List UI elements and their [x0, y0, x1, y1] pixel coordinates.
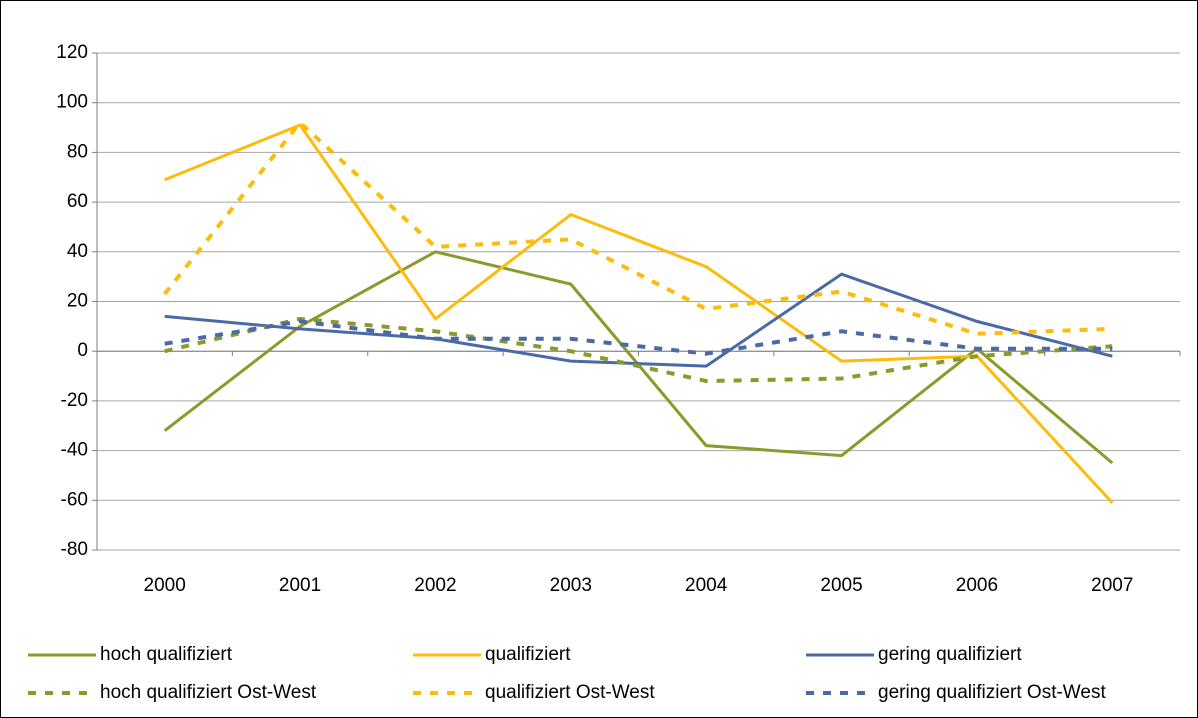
series-line — [164, 316, 1113, 384]
series-line — [163, 119, 1113, 336]
y-tick-label: 80 — [67, 141, 88, 162]
x-tick-label: 2001 — [279, 575, 321, 596]
legend-label: gering qualifiziert — [878, 644, 1022, 665]
y-tick-label: -40 — [61, 440, 88, 461]
x-tick-label: 2005 — [820, 575, 862, 596]
series-line — [164, 272, 1113, 368]
y-tick-label: 40 — [67, 241, 88, 262]
y-tick-label: -80 — [61, 539, 88, 560]
y-tick-label: 60 — [67, 191, 88, 212]
legend-label: qualifiziert — [485, 644, 571, 665]
x-tick-label: 2007 — [1091, 575, 1133, 596]
y-tick-label: 100 — [56, 92, 88, 113]
x-tick-label: 2000 — [144, 575, 186, 596]
legend-label: gering qualifiziert Ost-West — [878, 682, 1106, 703]
legend-label: hoch qualifiziert — [100, 644, 233, 665]
x-tick-label: 2002 — [414, 575, 456, 596]
y-tick-label: -60 — [61, 489, 88, 510]
series-line — [164, 123, 1114, 504]
y-tick-label: -20 — [61, 390, 88, 411]
series-line — [164, 319, 1113, 356]
x-tick-label: 2006 — [956, 575, 998, 596]
y-tick-label: 0 — [77, 340, 88, 361]
legend-label: qualifiziert Ost-West — [485, 682, 655, 703]
y-tick-label: 120 — [56, 42, 88, 63]
x-tick-label: 2004 — [685, 575, 728, 596]
legend-label: hoch qualifiziert Ost-West — [100, 682, 317, 703]
x-tick-label: 2003 — [550, 575, 592, 596]
y-tick-label: 20 — [67, 291, 88, 312]
